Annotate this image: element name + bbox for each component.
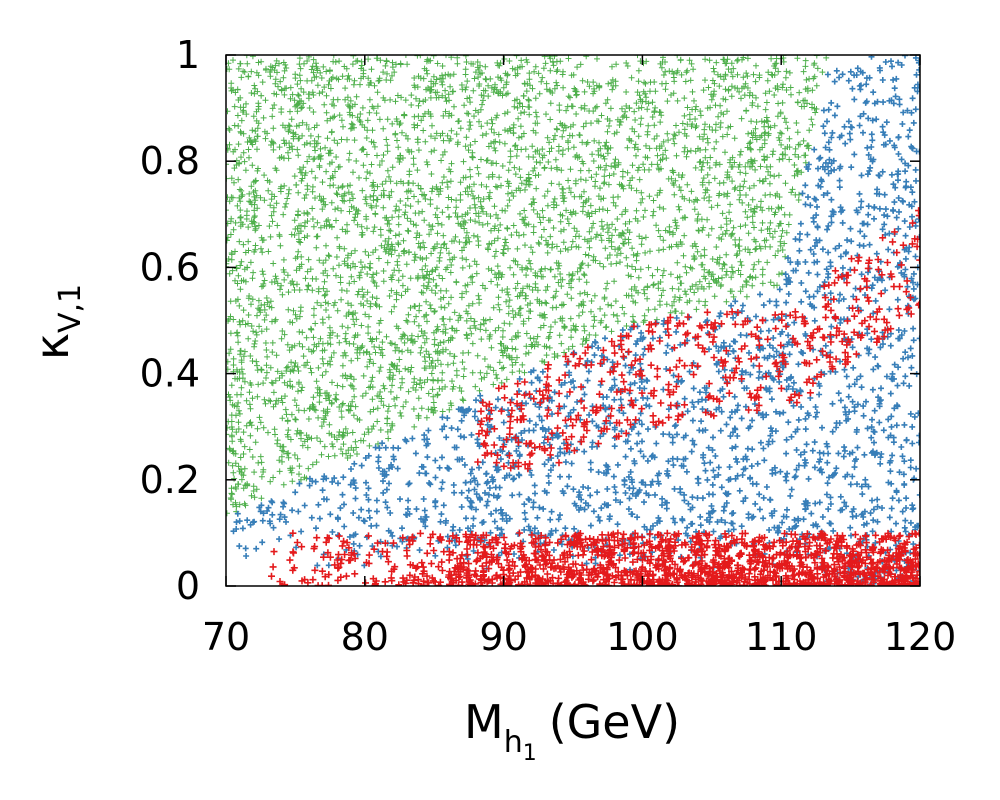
- y-tick-label: 0.4: [140, 352, 200, 396]
- x-tick-label: 100: [606, 615, 679, 659]
- series-green-points: [226, 55, 830, 517]
- points-layer: [226, 55, 920, 586]
- x-tick-label: 110: [745, 615, 818, 659]
- x-tick-label: 80: [341, 615, 389, 659]
- x-axis-title-main: M: [464, 695, 504, 749]
- y-tick-label: 0.2: [140, 458, 200, 502]
- y-tick-label: 0.6: [140, 245, 200, 289]
- y-axis-title-main: κ: [25, 333, 79, 360]
- y-tick-label: 1: [176, 33, 200, 77]
- y-axis-title: κV,1: [25, 284, 88, 360]
- x-axis-title-subsub: 1: [523, 741, 537, 766]
- x-tick-label: 70: [202, 615, 250, 659]
- x-axis-title: Mh1 (GeV): [464, 695, 680, 766]
- x-tick-label: 90: [479, 615, 527, 659]
- x-ticks: 70 80 90 100 110 120: [202, 55, 956, 659]
- y-axis-title-sub: V,1: [53, 284, 88, 333]
- x-axis-title-unit: (GeV): [549, 695, 680, 749]
- plot-frame: [225, 54, 921, 587]
- y-tick-label: 0.8: [140, 139, 200, 183]
- series-red-points: [268, 207, 920, 586]
- y-tick-label: 0: [176, 564, 200, 608]
- y-ticks: 0 0.2 0.4 0.6 0.8 1: [140, 33, 920, 608]
- x-axis-title-sub: h: [504, 725, 523, 760]
- x-tick-label: 120: [884, 615, 957, 659]
- series-blue-points: [230, 55, 920, 586]
